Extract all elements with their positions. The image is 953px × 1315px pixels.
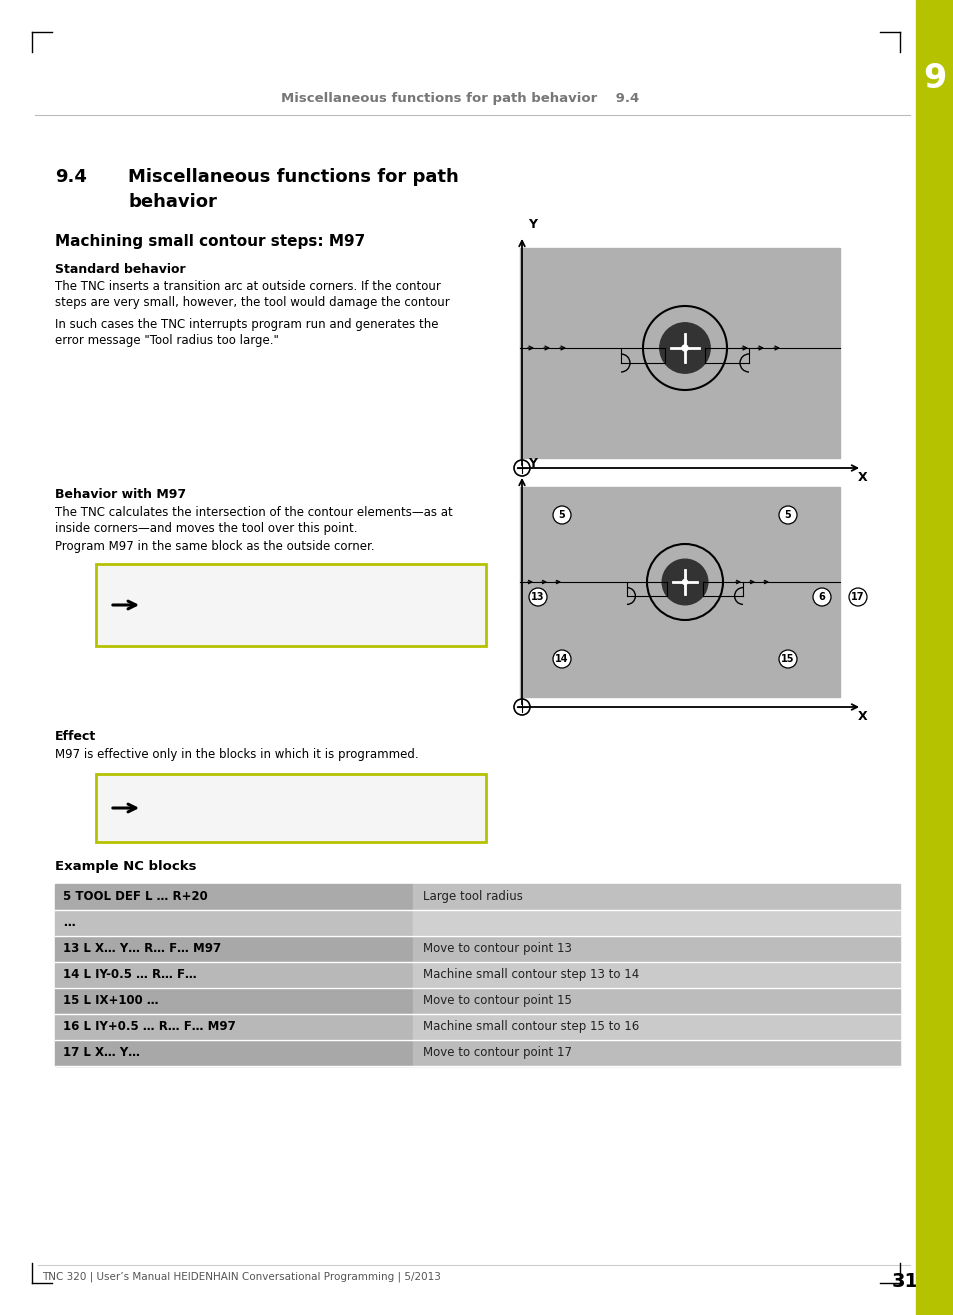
Text: Standard behavior: Standard behavior [55,263,186,276]
Bar [55,1014,413,1040]
Bar [55,936,413,963]
Text: A corner machined with M97 will not be completely: A corner machined with M97 will not be c… [153,784,440,794]
Bar [96,564,485,646]
Bar [413,936,899,963]
Text: Effect: Effect [55,730,96,743]
Text: 5 TOOL DEF L … R+20: 5 TOOL DEF L … R+20 [63,890,208,903]
Text: 14: 14 [555,654,568,664]
Text: Program M97 in the same block as the outside corner.: Program M97 in the same block as the out… [55,540,375,554]
Circle shape [553,506,571,523]
Bar [915,0,953,1315]
Text: Machining small contour steps: M97: Machining small contour steps: M97 [55,234,365,249]
Text: inside corners—and moves the tool over this point.: inside corners—and moves the tool over t… [55,522,357,535]
Text: Machine small contour step 13 to 14: Machine small contour step 13 to 14 [422,968,639,981]
Circle shape [779,506,796,523]
Circle shape [681,345,687,351]
Text: 9.4: 9.4 [55,168,87,185]
Text: …: … [63,917,74,928]
Circle shape [529,588,546,606]
Bar [55,988,413,1014]
Text: In such cases the TNC interrupts program run and generates the: In such cases the TNC interrupts program… [55,318,438,331]
Text: Instead of M97 you should use the much more: Instead of M97 you should use the much m… [153,575,414,584]
Text: Machine small contour step 15 to 16: Machine small contour step 15 to 16 [422,1020,639,1034]
Text: Move to contour point 15: Move to contour point 15 [422,994,571,1007]
Text: powerful function M120 LA.See "Calculating the: powerful function M120 LA.See "Calculati… [153,590,421,601]
Text: radius-compensated path in advance (LOOK AHEAD):: radius-compensated path in advance (LOOK… [153,608,451,618]
Bar [55,963,413,988]
Text: Example NC blocks: Example NC blocks [55,860,196,873]
Bar [413,988,899,1014]
Text: finished. You may wish to rework the contour with a: finished. You may wish to rework the con… [153,802,443,811]
Text: 13: 13 [531,592,544,602]
Bar [96,775,485,842]
Text: behavior: behavior [128,193,216,210]
Text: X: X [857,710,866,723]
Text: M120 (Miscellaneous Functions software option)": M120 (Miscellaneous Functions software o… [153,625,427,635]
Text: Miscellaneous functions for path behavior    9.4: Miscellaneous functions for path behavio… [280,92,639,104]
Text: Move to contour point 17: Move to contour point 17 [422,1045,572,1059]
Text: 15: 15 [781,654,794,664]
Circle shape [681,580,687,584]
Text: 16 L IY+0.5 … R… F… M97: 16 L IY+0.5 … R… F… M97 [63,1020,235,1034]
Text: The TNC inserts a transition arc at outside corners. If the contour: The TNC inserts a transition arc at outs… [55,280,440,293]
Bar [413,910,899,936]
Text: Miscellaneous functions for path: Miscellaneous functions for path [128,168,458,185]
Bar [413,1014,899,1040]
Text: 17: 17 [850,592,863,602]
Text: 5: 5 [558,510,565,519]
Text: 6: 6 [818,592,824,602]
Bar [413,884,899,910]
Text: The TNC calculates the intersection of the contour elements—as at: The TNC calculates the intersection of t… [55,506,453,519]
Circle shape [659,322,709,373]
Text: 17 L X… Y…: 17 L X… Y… [63,1045,140,1059]
Text: X: X [857,471,866,484]
Text: 311: 311 [891,1272,932,1291]
Bar [55,1040,413,1066]
Circle shape [553,650,571,668]
Text: TNC 320 | User’s Manual HEIDENHAIN Conversational Programming | 5/2013: TNC 320 | User’s Manual HEIDENHAIN Conve… [42,1272,440,1282]
Bar [55,910,413,936]
Text: Y: Y [527,218,537,231]
Text: 13 L X… Y… R… F… M97: 13 L X… Y… R… F… M97 [63,942,221,955]
Text: Move to contour point 13: Move to contour point 13 [422,942,571,955]
Text: smaller tool.: smaller tool. [153,821,223,830]
Text: Y: Y [527,458,537,469]
Text: M97 is effective only in the blocks in which it is programmed.: M97 is effective only in the blocks in w… [55,748,418,761]
Circle shape [812,588,830,606]
Circle shape [661,559,707,605]
Bar [413,963,899,988]
Text: 9: 9 [923,62,945,95]
Text: 5: 5 [783,510,791,519]
Bar [413,1040,899,1066]
Circle shape [779,650,796,668]
Bar [55,884,413,910]
Text: Behavior with M97: Behavior with M97 [55,488,186,501]
Text: steps are very small, however, the tool would damage the contour: steps are very small, however, the tool … [55,296,449,309]
Text: 15 L IX+100 …: 15 L IX+100 … [63,994,158,1007]
Text: 14 L IY-0.5 … R… F…: 14 L IY-0.5 … R… F… [63,968,196,981]
Text: error message "Tool radius too large.": error message "Tool radius too large." [55,334,278,347]
Bar [519,487,840,697]
Circle shape [848,588,866,606]
Text: Large tool radius: Large tool radius [422,890,522,903]
Bar [519,249,840,458]
